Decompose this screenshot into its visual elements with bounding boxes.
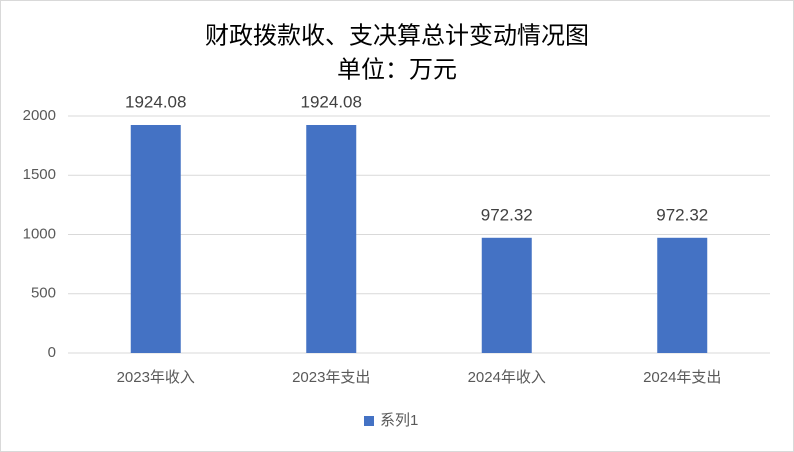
y-tick-label: 1500: [23, 166, 56, 183]
legend-label: 系列1: [380, 412, 418, 429]
bar: [306, 124, 357, 353]
y-tick-label: 500: [31, 285, 56, 302]
value-label: 972.32: [656, 205, 708, 224]
x-tick-label: 2024年收入: [468, 369, 546, 386]
bar: [130, 124, 181, 353]
bar: [657, 237, 708, 353]
chart-title: 财政拨款收、支决算总计变动情况图: [205, 23, 589, 50]
x-tick-label: 2024年支出: [643, 369, 721, 386]
value-label: 1924.08: [301, 92, 362, 111]
bar: [481, 237, 532, 353]
x-tick-label: 2023年支出: [292, 369, 370, 386]
y-tick-label: 1000: [23, 225, 56, 242]
chart-subtitle: 单位：万元: [337, 57, 457, 84]
y-tick-label: 0: [48, 344, 56, 361]
value-label: 1924.08: [125, 92, 186, 111]
value-label: 972.32: [481, 205, 533, 224]
y-tick-label: 2000: [23, 107, 56, 124]
legend-swatch: [364, 416, 374, 426]
x-tick-label: 2023年收入: [117, 369, 195, 386]
